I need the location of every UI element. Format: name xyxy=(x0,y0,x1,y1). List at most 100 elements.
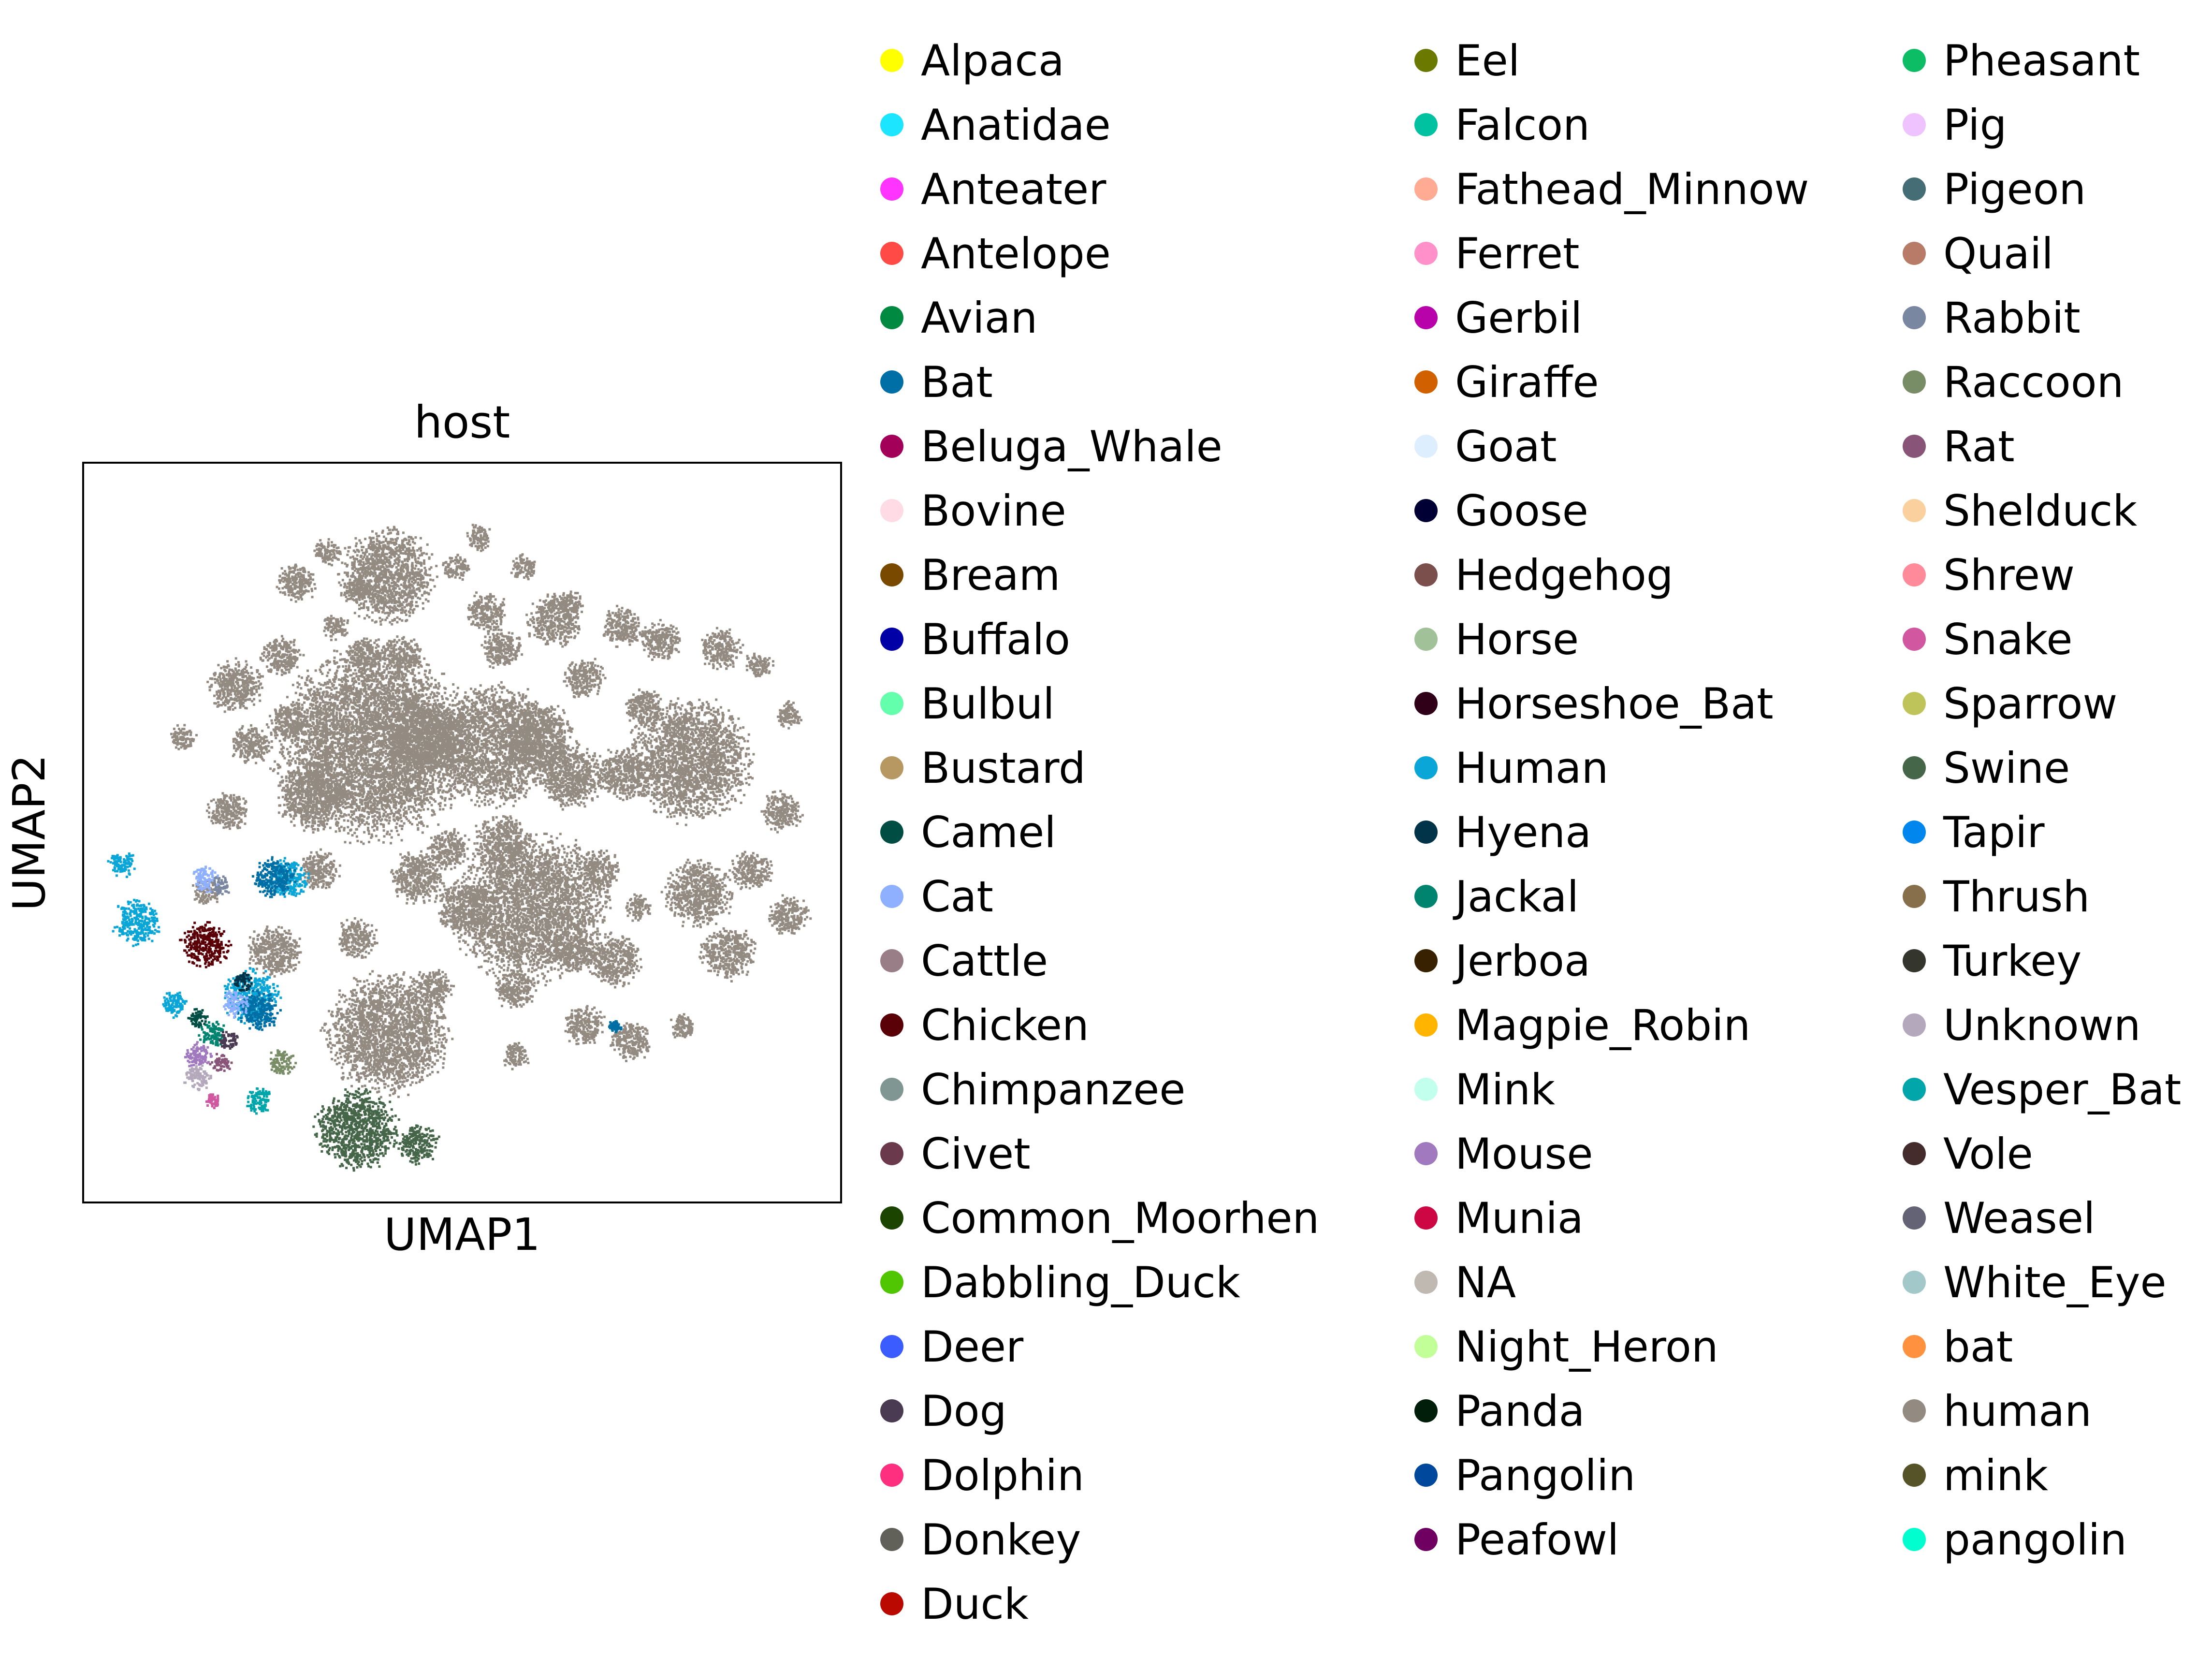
point-human xyxy=(356,733,359,736)
point-human xyxy=(353,569,356,572)
point-human xyxy=(348,813,350,816)
point-human xyxy=(296,757,299,760)
point-human xyxy=(382,560,385,563)
point-human xyxy=(381,549,384,552)
point-human xyxy=(400,591,403,594)
point-human xyxy=(388,588,391,591)
point-human xyxy=(313,711,316,714)
point-human xyxy=(412,677,415,680)
point-human xyxy=(442,808,445,811)
point-human xyxy=(408,791,411,793)
point-human xyxy=(328,753,331,756)
point-human xyxy=(417,786,420,789)
point-human xyxy=(381,592,384,595)
point-human xyxy=(367,567,370,570)
point-human xyxy=(312,726,315,729)
point-human xyxy=(335,676,337,679)
point-human xyxy=(421,554,423,557)
point-human xyxy=(380,554,383,557)
point-human xyxy=(368,553,371,556)
point-human xyxy=(372,598,375,601)
point-human xyxy=(399,602,402,605)
point-human xyxy=(385,692,388,695)
point-human xyxy=(301,748,304,751)
point-human xyxy=(379,713,382,716)
point-human xyxy=(393,793,396,796)
point-human xyxy=(375,835,378,837)
point-human xyxy=(342,689,345,691)
point-human xyxy=(425,586,428,588)
point-human xyxy=(351,598,354,601)
point-human xyxy=(381,618,384,621)
point-human xyxy=(372,543,375,546)
point-human xyxy=(400,570,402,572)
point-human xyxy=(412,572,415,575)
point-human xyxy=(367,558,370,561)
point-human xyxy=(356,554,359,557)
point-human xyxy=(378,589,381,592)
point-human xyxy=(327,764,330,767)
point-human xyxy=(322,690,325,693)
point-human xyxy=(406,547,408,550)
point-human xyxy=(439,789,442,791)
point-human xyxy=(396,694,399,697)
point-human xyxy=(380,599,383,602)
point-human xyxy=(399,780,402,783)
point-human xyxy=(424,569,427,572)
point-human xyxy=(361,557,364,560)
point-human xyxy=(405,593,407,596)
point-human xyxy=(410,597,413,600)
point-human xyxy=(425,797,428,800)
point-human xyxy=(413,589,416,592)
point-human xyxy=(386,785,389,788)
point-human xyxy=(326,674,329,677)
point-human xyxy=(364,719,367,722)
point-human xyxy=(429,574,432,577)
point-human xyxy=(370,836,373,839)
point-human xyxy=(379,595,382,598)
point-human xyxy=(450,804,453,806)
point-human xyxy=(441,698,444,701)
point-human xyxy=(413,591,416,594)
point-human xyxy=(411,571,414,573)
point-human xyxy=(347,752,350,755)
point-human xyxy=(374,718,377,721)
point-human xyxy=(322,813,325,816)
point-human xyxy=(417,574,420,577)
point-human xyxy=(358,708,360,711)
point-human xyxy=(295,737,298,740)
point-human xyxy=(415,601,418,603)
point-human xyxy=(422,577,424,580)
point-human xyxy=(394,538,397,541)
point-human xyxy=(383,703,386,706)
point-human xyxy=(322,693,325,696)
point-human xyxy=(371,721,374,724)
point-human xyxy=(344,765,347,768)
point-human xyxy=(292,777,295,780)
point-human xyxy=(382,665,385,668)
point-human xyxy=(420,549,422,552)
point-human xyxy=(383,570,386,572)
point-human xyxy=(297,751,300,754)
point-human xyxy=(404,558,406,561)
point-human xyxy=(327,779,330,782)
point-human xyxy=(423,590,426,593)
point-human xyxy=(355,764,358,767)
point-human xyxy=(390,531,393,534)
point-human xyxy=(439,805,442,807)
point-human xyxy=(335,650,338,653)
point-human xyxy=(423,673,426,676)
point-human xyxy=(352,753,355,756)
point-human xyxy=(324,736,327,739)
point-human xyxy=(387,753,390,756)
point-human xyxy=(423,562,426,565)
point-human xyxy=(384,597,387,600)
point-human xyxy=(391,573,394,576)
point-human xyxy=(388,786,391,789)
point-human xyxy=(363,810,366,813)
point-human xyxy=(377,576,379,579)
point-human xyxy=(386,657,389,660)
point-human xyxy=(382,547,385,550)
point-human xyxy=(398,587,401,590)
point-human xyxy=(341,579,344,582)
